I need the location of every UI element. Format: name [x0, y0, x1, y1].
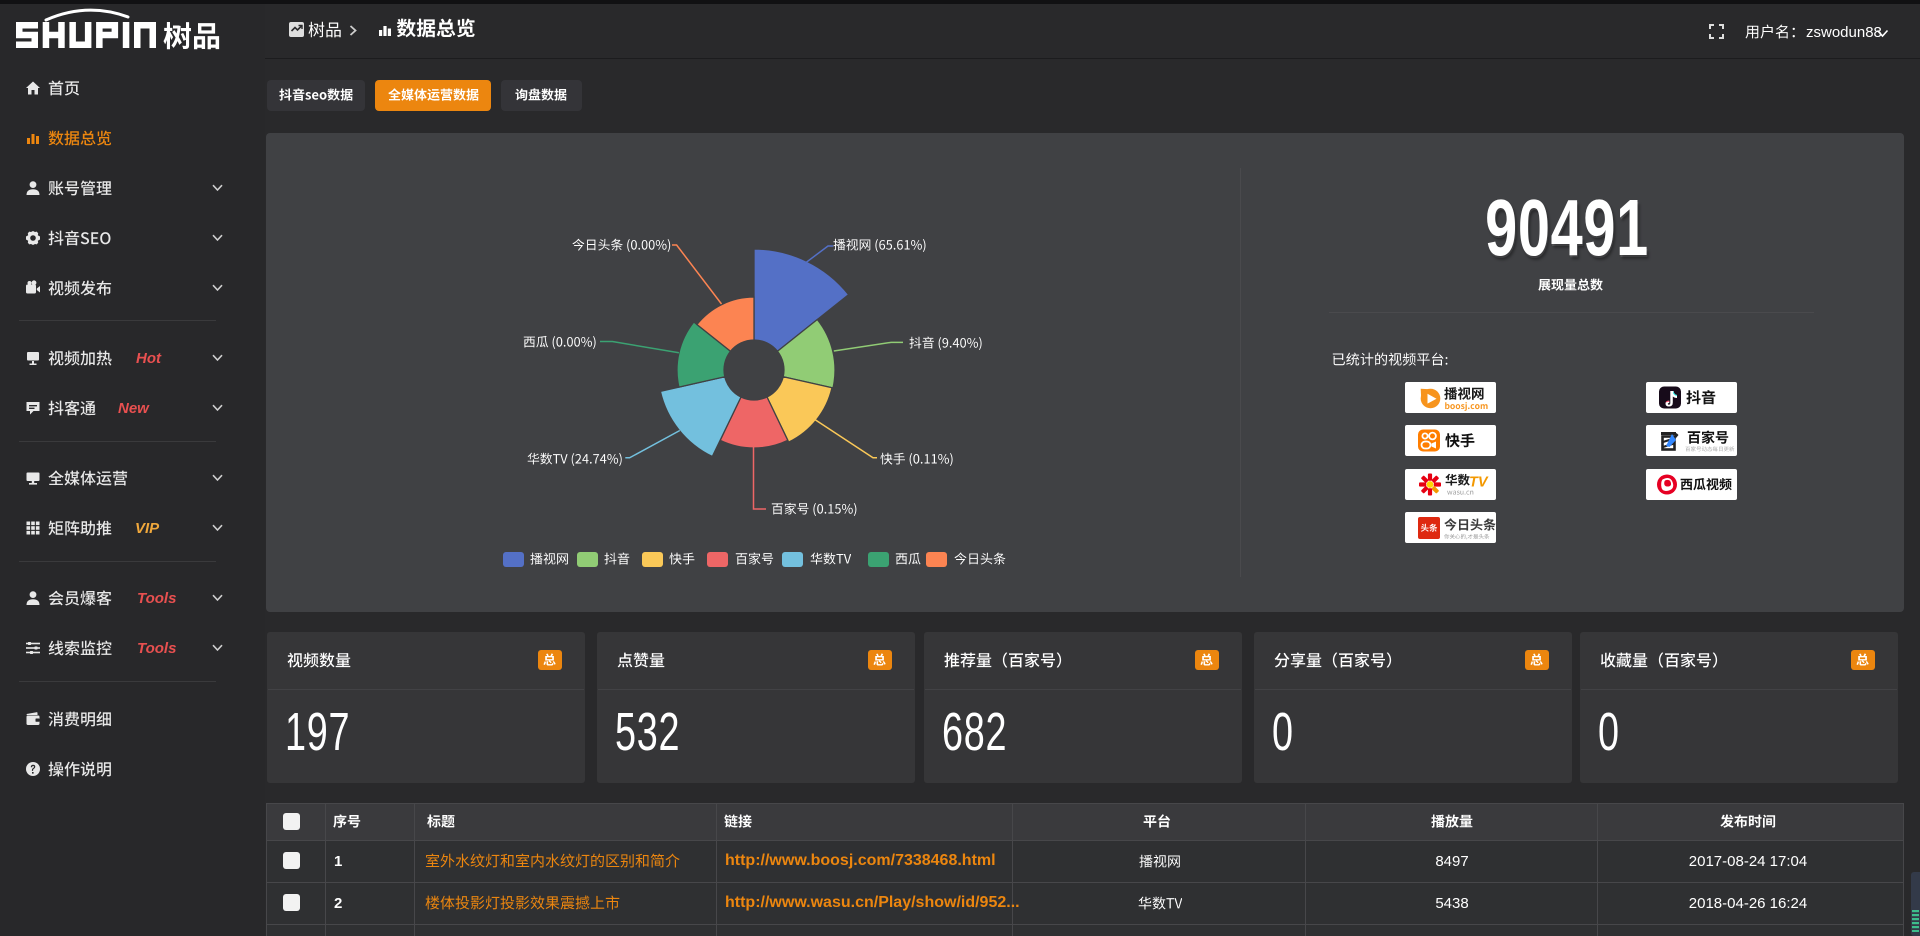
svg-text:TV: TV: [1469, 475, 1489, 491]
